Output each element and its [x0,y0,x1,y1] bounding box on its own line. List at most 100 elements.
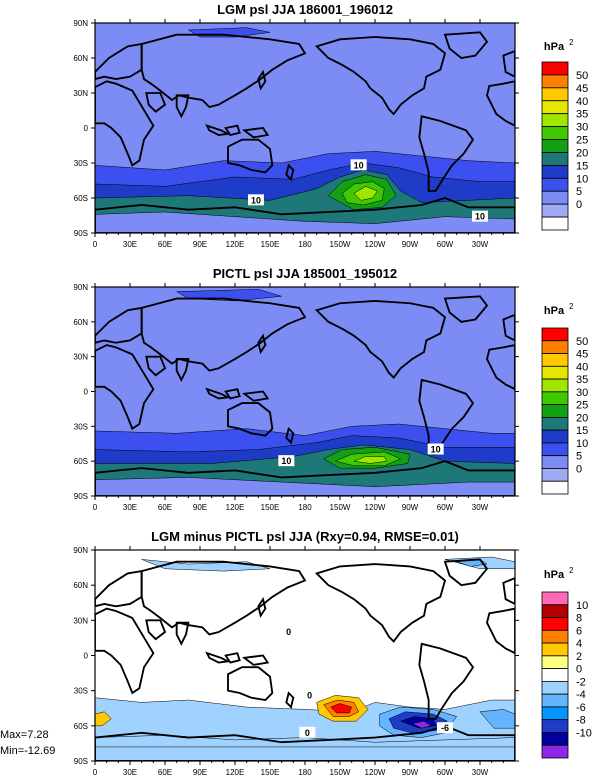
colorbar-level-label: 2 [576,651,582,663]
colorbar-box [541,604,569,618]
lon-tick-label: 30E [123,240,137,249]
contour-label: -6 [441,723,449,733]
lon-tick-label: 90W [402,768,419,777]
lon-tick-label: 90E [193,768,207,777]
colorbar-level-label: 30 [576,387,588,399]
lat-tick-label: 30N [73,89,88,98]
colorbar-unit: hPa [544,305,565,317]
lon-tick-label: 120W [365,768,386,777]
colorbar-unit-exponent: 2 [569,566,574,575]
colorbar-level-label: 0 [576,463,582,475]
lon-tick-label: 60E [158,768,172,777]
colorbar-box [541,177,569,192]
colorbar-level-label: -8 [576,715,586,727]
colorbar-level-label: 45 [576,349,588,361]
colorbar-unit-exponent: 2 [569,38,574,47]
lon-tick-label: 90E [193,503,207,512]
lon-tick-label: 150W [330,240,351,249]
lat-tick-label: 0 [84,652,89,661]
colorbar-level-label: 6 [576,625,582,637]
contour-label: 10 [354,160,364,170]
panel-1: LGM psl JJA 186001_196012 10 10 10 90N 60N 30N… [73,2,588,249]
lon-tick-label: 120E [226,240,245,249]
colorbar-level-label: 45 [576,83,588,95]
colorbar-level-label: 40 [576,96,588,108]
colorbar-box [541,164,569,179]
colorbar-level-label: 25 [576,135,588,147]
colorbar-level-label: 15 [576,425,588,437]
colorbar-level-label: 50 [576,336,588,348]
colorbar-box [541,642,569,657]
contour-label: 10 [251,195,261,205]
colorbar-level-label: 20 [576,147,588,159]
colorbar-box [541,404,569,418]
lat-tick-label: 60N [73,54,88,63]
stat-max: Max=7.28 [0,729,49,741]
contour-fill [412,721,431,728]
lat-tick-label: 30S [74,422,88,431]
colorbar-level-label: 0 [576,664,582,676]
panel-title: PICTL psl JJA 185001_195012 [213,266,397,281]
colorbar-box [541,216,569,231]
lon-tick-label: 120W [365,503,386,512]
contour-fill [331,704,352,713]
contour-fill [354,186,377,200]
colorbar-box [541,744,569,759]
lon-tick-label: 150W [330,503,351,512]
colorbar-box [541,113,569,128]
colorbar-unit: hPa [544,41,565,53]
colorbar-box [541,353,569,367]
map-area [95,550,515,761]
lon-tick-label: 60E [158,240,172,249]
colorbar-box [541,74,569,89]
map-area [95,287,515,496]
contour-fill [354,457,387,464]
colorbar-level-label: 50 [576,70,588,82]
colorbar-level-label: -2 [576,676,586,688]
map-area [95,23,515,233]
contour-label: 0 [286,627,291,637]
colorbar-level-label: 0 [576,199,582,211]
lat-tick-label: 90N [73,546,88,555]
colorbar-box [541,340,569,354]
lat-tick-label: 60N [73,581,88,590]
colorbar-level-label: 4 [576,638,582,650]
lon-tick-label: 30W [472,768,489,777]
lon-tick-label: 0 [93,503,98,512]
lat-tick-label: 60S [74,722,88,731]
colorbar-box [541,468,569,482]
colorbar-box [541,378,569,393]
colorbar-box [541,442,569,457]
colorbar-level-label: 35 [576,109,588,121]
colorbar-box [541,365,569,380]
lat-tick-label: 90S [74,492,88,501]
lon-tick-label: 180 [298,240,312,249]
lat-tick-label: 90S [74,229,88,238]
colorbar-level-label: 15 [576,160,588,172]
colorbar-level-label: 10 [576,173,588,185]
panel-3: LGM minus PICTL psl JJA (Rxy=0.94, RMSE=… [0,529,592,777]
colorbar-box [541,655,569,670]
lon-tick-label: 120E [226,768,245,777]
colorbar-level-label: -4 [576,689,586,701]
lat-tick-label: 30N [73,616,88,625]
colorbar-box [541,732,569,746]
contour-fill [95,712,111,726]
colorbar-box [541,203,569,218]
lon-tick-label: 30W [472,503,489,512]
lon-tick-label: 150E [261,768,280,777]
stat-min: Min=-12.69 [0,745,55,757]
colorbar-box [541,693,569,708]
colorbar-level-label: -6 [576,702,586,714]
lon-tick-label: 90W [402,240,419,249]
colorbar-level-label: 25 [576,400,588,412]
lon-tick-label: 120E [226,503,245,512]
lat-tick-label: 30S [74,159,88,168]
lat-tick-label: 90N [73,19,88,28]
contour-label: 10 [281,456,291,466]
colorbar-box [541,706,569,721]
colorbar-box [541,617,569,631]
colorbar-level-label: 5 [576,186,582,198]
